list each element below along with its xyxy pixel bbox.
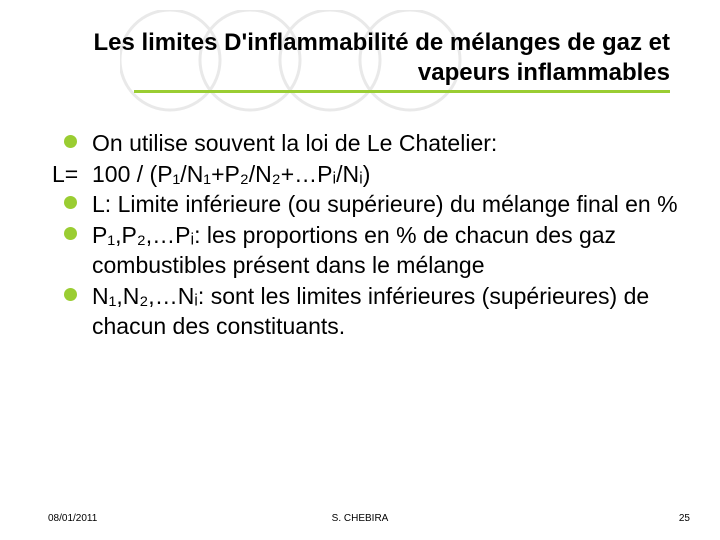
slide-title: Les limites D'inflammabilité de mélanges… [48, 28, 680, 88]
bullet-icon [48, 190, 92, 209]
slide: Les limites D'inflammabilité de mélanges… [0, 0, 720, 540]
formula-text: 100 / (P₁/N₁+P₂/N₂+…Pᵢ/Nᵢ) [92, 160, 680, 189]
title-line1: Les limites D'inflammabilité de mélanges… [93, 29, 670, 56]
list-item: N₁,N₂,…Nᵢ: sont les limites inférieures … [48, 282, 680, 341]
list-item-text: L: Limite inférieure (ou supérieure) du … [92, 190, 680, 219]
list-item-text: On utilise souvent la loi de Le Chatelie… [92, 129, 680, 158]
list-item: On utilise souvent la loi de Le Chatelie… [48, 129, 680, 158]
footer-author: S. CHEBIRA [332, 513, 389, 524]
slide-body: On utilise souvent la loi de Le Chatelie… [48, 129, 680, 341]
formula-label: L= [48, 160, 92, 189]
slide-footer: 08/01/2011 S. CHEBIRA 25 [0, 513, 720, 524]
list-item: L: Limite inférieure (ou supérieure) du … [48, 190, 680, 219]
footer-page: 25 [679, 513, 690, 524]
list-item: P₁,P₂,…Pᵢ: les proportions en % de chacu… [48, 221, 680, 280]
footer-date: 08/01/2011 [48, 513, 97, 524]
list-item-text: N₁,N₂,…Nᵢ: sont les limites inférieures … [92, 282, 680, 341]
formula-row: L=100 / (P₁/N₁+P₂/N₂+…Pᵢ/Nᵢ) [48, 160, 680, 189]
bullet-icon [48, 282, 92, 301]
title-underline [134, 90, 670, 93]
bullet-icon [48, 221, 92, 240]
list-item-text: P₁,P₂,…Pᵢ: les proportions en % de chacu… [92, 221, 680, 280]
bullet-icon [48, 129, 92, 148]
title-line2: vapeurs inflammables [418, 59, 670, 86]
